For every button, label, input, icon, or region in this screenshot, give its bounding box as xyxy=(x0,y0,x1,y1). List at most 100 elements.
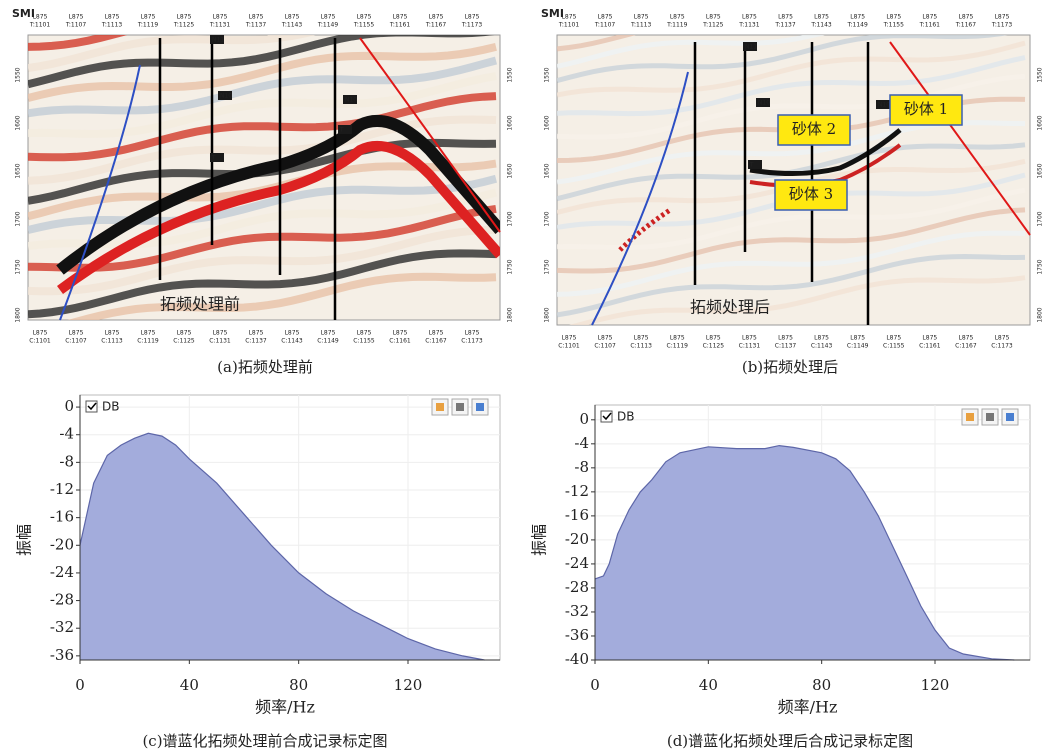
depth-label: 1550 xyxy=(544,67,551,82)
fault xyxy=(59,64,141,321)
legend-label: DB xyxy=(102,400,119,414)
top-trace-label: T:1155 xyxy=(353,22,374,29)
x-tick-label: 80 xyxy=(812,676,831,694)
top-trace-label: T:1167 xyxy=(425,22,446,29)
y-tick-label: -28 xyxy=(565,578,589,596)
bottom-trace-label: C:1125 xyxy=(173,338,195,345)
reflection xyxy=(28,35,128,51)
trace-line-label: L875 xyxy=(706,335,721,342)
y-tick-label: -12 xyxy=(50,480,74,498)
fault xyxy=(359,37,501,233)
trace-line-label: L875 xyxy=(922,14,937,21)
panel-overlay-label: 拓频处理后 xyxy=(690,298,770,317)
trace-line-label: L875 xyxy=(429,14,444,21)
bottom-trace-label: C:1143 xyxy=(811,343,833,350)
marker-label: N10 xyxy=(758,100,770,107)
marker-box xyxy=(338,125,352,134)
x-tick-label: 80 xyxy=(289,676,308,694)
top-trace-label: T:1167 xyxy=(955,22,976,29)
trace-line-label: L875 xyxy=(213,14,228,21)
top-trace-label: T:1113 xyxy=(630,22,651,29)
reflection xyxy=(557,55,1026,117)
depth-label: 1700 xyxy=(15,211,22,226)
marker-label: N11 xyxy=(745,44,757,51)
reflection xyxy=(618,207,672,252)
toolbar-glyph xyxy=(436,403,444,411)
trace-line-label: L875 xyxy=(562,335,577,342)
trace-line-label: L875 xyxy=(321,330,336,337)
top-trace-label: T:1137 xyxy=(245,22,266,29)
bottom-trace-label: C:1167 xyxy=(955,343,977,350)
marker-box xyxy=(218,91,232,100)
toolbar-glyph xyxy=(456,403,464,411)
y-tick-label: 0 xyxy=(579,410,589,428)
bottom-trace-label: C:1173 xyxy=(461,338,483,345)
trace-line-label: L875 xyxy=(393,330,408,337)
depth-label: 1600 xyxy=(507,115,514,130)
x-tick-label: 0 xyxy=(75,676,85,694)
trace-line-label: L875 xyxy=(922,335,937,342)
top-trace-label: T:1125 xyxy=(702,22,723,29)
reflection xyxy=(569,275,1026,325)
depth-label: 1800 xyxy=(1037,307,1044,322)
reflection xyxy=(28,92,497,162)
trace-line-label: L875 xyxy=(995,335,1010,342)
sand-body-box xyxy=(777,114,851,146)
fault xyxy=(591,71,689,326)
trace-line-label: L875 xyxy=(321,14,336,21)
depth-label: 1750 xyxy=(15,259,22,274)
toolbar-glyph xyxy=(986,413,994,421)
marker-label: N10 xyxy=(878,102,890,109)
depth-label: 1800 xyxy=(507,307,514,322)
depth-label: 1750 xyxy=(1037,259,1044,274)
y-tick-label: -4 xyxy=(574,434,589,452)
spectrum-area xyxy=(80,433,485,660)
y-tick-label: -20 xyxy=(565,530,589,548)
bottom-trace-label: C:1107 xyxy=(65,338,87,345)
trace-line-label: L875 xyxy=(69,330,84,337)
depth-label: 1700 xyxy=(544,211,551,226)
marker-label: N11 xyxy=(212,37,224,44)
brand: SMI xyxy=(12,7,35,20)
marker-label: N10 xyxy=(220,93,232,100)
sand-body-box xyxy=(889,94,963,126)
y-tick-label: -12 xyxy=(565,482,589,500)
top-trace-label: T:1113 xyxy=(101,22,122,29)
chart-caption: (d)谱蓝化拓频处理后合成记录标定图 xyxy=(667,732,913,750)
legend-check xyxy=(87,402,97,411)
depth-label: 1600 xyxy=(544,115,551,130)
reflection xyxy=(28,225,497,296)
trace-line-label: L875 xyxy=(598,335,613,342)
reflection xyxy=(749,128,902,177)
trace-line-label: L875 xyxy=(995,14,1010,21)
trace-line-label: L875 xyxy=(357,14,372,21)
y-tick-label: -8 xyxy=(574,458,589,476)
bottom-trace-label: C:1119 xyxy=(137,338,159,345)
reflection xyxy=(28,188,498,250)
y-tick-label: -32 xyxy=(565,602,589,620)
trace-line-label: L875 xyxy=(670,335,685,342)
y-tick-label: -8 xyxy=(59,452,74,470)
trace-line-label: L875 xyxy=(814,14,829,21)
bottom-trace-label: C:1137 xyxy=(245,338,267,345)
bottom-trace-label: C:1101 xyxy=(558,343,580,350)
sand-body-label: 砂体 3 xyxy=(789,185,833,203)
bottom-trace-label: C:1155 xyxy=(353,338,375,345)
spectrum-area xyxy=(595,445,1015,660)
panel-overlay-label: 拓频处理前 xyxy=(160,295,240,314)
fault xyxy=(889,41,1031,236)
y-axis-label: 振幅 xyxy=(530,524,549,556)
trace-line-label: L875 xyxy=(886,335,901,342)
trace-line-label: L875 xyxy=(177,330,192,337)
trace-line-label: L875 xyxy=(141,14,156,21)
x-tick-label: 120 xyxy=(921,676,950,694)
bottom-trace-label: C:1155 xyxy=(883,343,905,350)
reflection xyxy=(28,43,497,102)
top-trace-label: T:1107 xyxy=(65,22,86,29)
reflection xyxy=(28,56,498,118)
trace-line-label: L875 xyxy=(850,14,865,21)
marker-box xyxy=(343,95,357,104)
marker-box xyxy=(876,100,890,109)
sand-body-label: 砂体 2 xyxy=(792,120,836,138)
